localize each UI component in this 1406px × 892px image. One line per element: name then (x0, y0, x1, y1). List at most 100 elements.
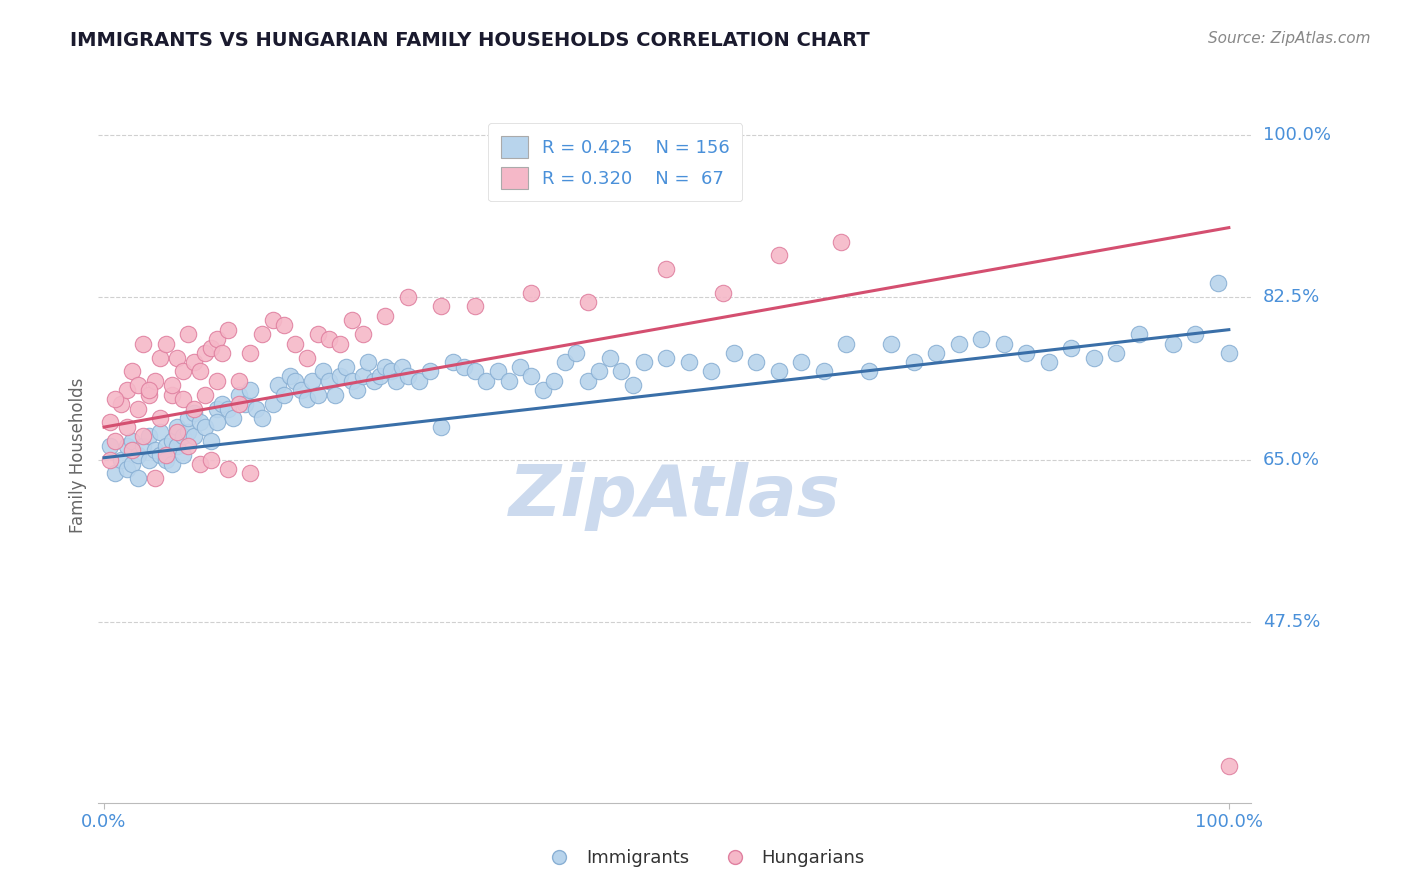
Point (284, 374, 307, 388)
Point (239, 346, 262, 360)
Point (183, 355, 205, 369)
Point (1206, 277, 1229, 291)
Text: 82.5%: 82.5% (1263, 288, 1320, 306)
Point (211, 397, 233, 411)
Point (98, 439, 121, 453)
Point (565, 346, 588, 360)
Point (1038, 355, 1060, 369)
Text: IMMIGRANTS VS HUNGARIAN FAMILY HOUSEHOLDS CORRELATION CHART: IMMIGRANTS VS HUNGARIAN FAMILY HOUSEHOLD… (70, 31, 870, 50)
Point (194, 420, 217, 434)
Point (430, 300, 453, 314)
Point (948, 336, 970, 351)
Point (509, 359, 531, 374)
Point (655, 262, 678, 277)
Point (329, 336, 352, 351)
Point (768, 248, 790, 262)
Text: 65.0%: 65.0% (1263, 450, 1320, 468)
Point (217, 401, 239, 416)
Point (200, 452, 222, 467)
Point (1015, 346, 1038, 360)
Point (217, 462, 239, 476)
Point (183, 406, 205, 420)
Point (143, 374, 166, 388)
Point (1218, 758, 1240, 772)
Point (813, 364, 835, 378)
Point (211, 346, 233, 360)
Point (132, 429, 155, 443)
Point (368, 369, 391, 384)
Point (115, 462, 138, 476)
Point (1184, 327, 1206, 342)
Point (830, 235, 852, 249)
Point (205, 401, 228, 416)
Point (172, 392, 194, 407)
Point (903, 355, 925, 369)
Point (464, 300, 486, 314)
Point (380, 364, 402, 378)
Point (149, 425, 172, 439)
Point (110, 397, 132, 411)
Point (183, 401, 205, 416)
Point (172, 429, 194, 443)
Point (1083, 351, 1105, 365)
Point (621, 378, 644, 392)
Point (790, 355, 813, 369)
Point (307, 387, 329, 401)
Point (543, 374, 565, 388)
Point (520, 369, 543, 384)
Point (520, 285, 543, 300)
Point (233, 397, 256, 411)
Point (166, 420, 188, 434)
Point (312, 364, 335, 378)
Point (993, 336, 1015, 351)
Point (127, 448, 149, 462)
Point (166, 425, 188, 439)
Point (228, 387, 250, 401)
Point (138, 429, 160, 443)
Point (340, 313, 363, 327)
Point (239, 467, 262, 481)
Point (149, 351, 172, 365)
Point (155, 439, 177, 453)
Point (655, 351, 678, 365)
Point (188, 416, 211, 430)
Point (880, 336, 903, 351)
Point (98, 416, 121, 430)
Point (127, 378, 149, 392)
Point (194, 387, 217, 401)
Legend: R = 0.425    N = 156, R = 0.320    N =  67: R = 0.425 N = 156, R = 0.320 N = 67 (488, 123, 742, 202)
Point (925, 346, 948, 360)
Point (323, 387, 346, 401)
Point (1218, 346, 1240, 360)
Point (177, 425, 200, 439)
Point (160, 457, 183, 471)
Point (723, 346, 745, 360)
Point (295, 351, 318, 365)
Legend: Immigrants, Hungarians: Immigrants, Hungarians (534, 842, 872, 874)
Point (1128, 327, 1150, 342)
Point (430, 420, 453, 434)
Point (110, 452, 132, 467)
Text: 47.5%: 47.5% (1263, 613, 1320, 631)
Point (160, 378, 183, 392)
Point (121, 457, 143, 471)
Point (149, 410, 172, 425)
Point (554, 355, 576, 369)
Point (835, 336, 858, 351)
Point (576, 294, 599, 309)
Point (166, 439, 188, 453)
Point (273, 318, 295, 332)
Point (104, 392, 127, 407)
Point (745, 355, 768, 369)
Point (138, 387, 160, 401)
Point (711, 285, 734, 300)
Point (166, 351, 188, 365)
Point (498, 374, 520, 388)
Point (610, 364, 633, 378)
Point (419, 364, 441, 378)
Point (98, 452, 121, 467)
Point (127, 401, 149, 416)
Point (768, 364, 790, 378)
Text: 100.0%: 100.0% (1263, 126, 1331, 144)
Point (143, 443, 166, 458)
